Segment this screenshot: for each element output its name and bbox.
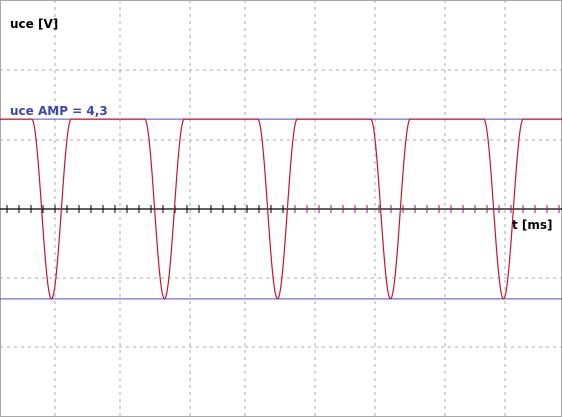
signal-series bbox=[0, 118, 562, 300]
time-axis-ticks bbox=[6, 205, 560, 213]
x-axis-label: t [ms] bbox=[512, 218, 553, 232]
y-axis-label: uce [V] bbox=[10, 17, 58, 31]
signal-line bbox=[0, 118, 562, 300]
amplitude-annotation: uce AMP = 4,3 bbox=[10, 104, 108, 118]
